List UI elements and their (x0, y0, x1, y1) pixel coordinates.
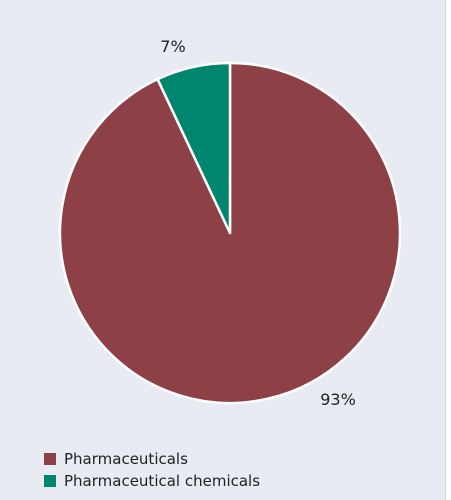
pie-label-pharmaceutical-chemicals: 7% (160, 37, 185, 56)
legend: Pharmaceuticals Pharmaceutical chemicals (44, 448, 260, 492)
legend-swatch-pharmaceutical-chemicals (44, 475, 56, 487)
pie-slice-pharmaceuticals (58, 61, 402, 405)
legend-swatch-pharmaceuticals (44, 453, 56, 465)
legend-item-pharmaceutical-chemicals: Pharmaceutical chemicals (44, 470, 260, 492)
legend-label-pharmaceutical-chemicals: Pharmaceutical chemicals (64, 472, 261, 490)
legend-label-pharmaceuticals: Pharmaceuticals (64, 450, 188, 468)
pie-slices (58, 61, 402, 405)
pie-slice-pharmaceutical-chemicals (156, 61, 232, 235)
legend-item-pharmaceuticals: Pharmaceuticals (44, 448, 260, 470)
pie-label-pharmaceuticals: 93% (320, 390, 356, 409)
pie-labels: 93% 7% (160, 37, 355, 409)
